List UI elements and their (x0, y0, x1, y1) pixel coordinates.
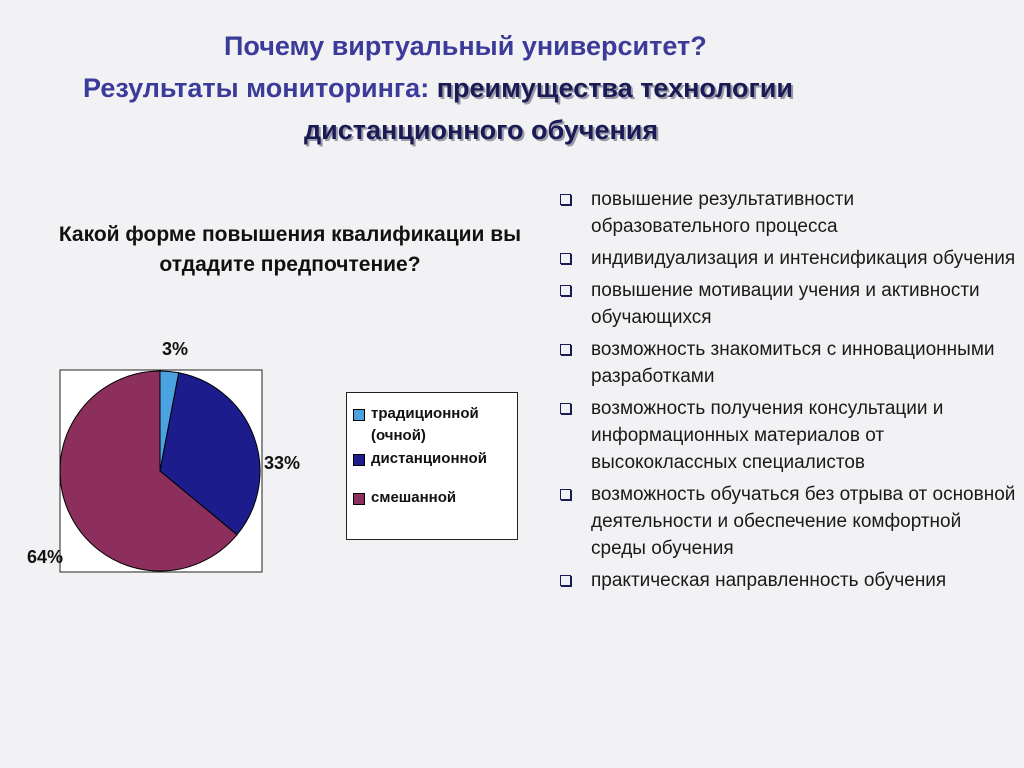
list-item-text: повышение мотивации учения и активности … (591, 280, 980, 328)
title-line-3: дистанционного обучения (304, 115, 659, 145)
legend-label: дистанционной (371, 450, 487, 467)
list-item-text: индивидуализация и интенсификация обучен… (591, 248, 1016, 269)
list-item-text: возможность получения консультации и инф… (591, 398, 944, 473)
list-item: возможность знакомиться с инновационными… (556, 336, 1018, 390)
legend-label: традиционной (очной) (371, 405, 479, 444)
title-line-1: Почему виртуальный университет? (224, 31, 707, 61)
checkbox-bullet-icon (560, 489, 571, 500)
title-line-2-highlight: преимущества технологии (436, 73, 793, 103)
pie-slice-mixed (59, 370, 238, 572)
checkbox-bullet-icon (560, 344, 571, 355)
list-item: индивидуализация и интенсификация обучен… (556, 245, 1018, 272)
title-line-2: Результаты мониторинга: преимущества тех… (83, 72, 793, 104)
pie-chart: 3% 33% 64% (27, 339, 300, 573)
list-item: повышение результативности образовательн… (556, 186, 1018, 240)
list-item: возможность получения консультации и инф… (556, 395, 1018, 476)
legend-swatch (353, 493, 365, 505)
legend-swatch (353, 454, 365, 466)
chart-title: Какой форме повышения квалификации вы от… (58, 223, 522, 276)
checkbox-bullet-icon (560, 194, 571, 205)
pie-slice-distance (159, 372, 261, 536)
legend-item-traditional: традиционной (очной) (353, 403, 511, 447)
advantages-list: повышение результативности образовательн… (556, 186, 1018, 599)
title-line-2-prefix: Результаты мониторинга: (83, 73, 437, 103)
legend-item-distance: дистанционной (353, 448, 511, 470)
list-item-text: возможность знакомиться с инновационными… (591, 339, 995, 387)
checkbox-bullet-icon (560, 285, 571, 296)
slice-value-label: 33% (264, 453, 300, 473)
list-item: практическая направленность обучения (556, 567, 1018, 594)
legend-swatch (353, 409, 365, 421)
chart-legend: традиционной (очной) дистанционной смеша… (346, 392, 518, 540)
legend-label: смешанной (371, 489, 457, 506)
slice-value-label: 64% (27, 547, 63, 567)
checkbox-bullet-icon (560, 403, 571, 414)
checkbox-bullet-icon (560, 253, 571, 264)
list-item: возможность обучаться без отрыва от осно… (556, 481, 1018, 562)
legend-item-mixed: смешанной (353, 487, 511, 509)
list-item: повышение мотивации учения и активности … (556, 277, 1018, 331)
list-item-text: практическая направленность обучения (591, 570, 947, 591)
list-item-text: повышение результативности образовательн… (591, 189, 855, 237)
slice-value-label: 3% (162, 339, 188, 359)
checkbox-bullet-icon (560, 575, 571, 586)
list-item-text: возможность обучаться без отрыва от осно… (591, 484, 1016, 559)
